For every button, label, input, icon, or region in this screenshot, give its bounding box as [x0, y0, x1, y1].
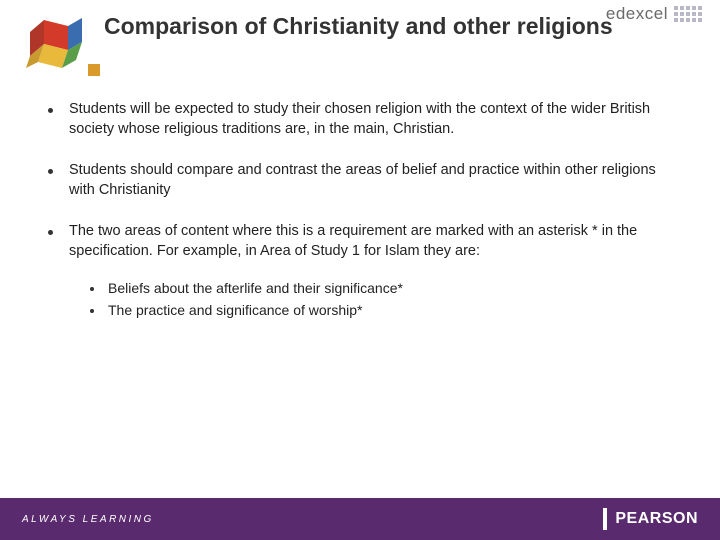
footer-bar: ALWAYS LEARNING PEARSON: [0, 498, 720, 540]
cube-logo-icon: [24, 12, 86, 74]
bullet-item: Students should compare and contrast the…: [48, 161, 672, 200]
bullet-text: Students should compare and contrast the…: [69, 161, 672, 200]
bullet-item: Students will be expected to study their…: [48, 100, 672, 139]
title-block: Comparison of Christianity and other rel…: [104, 12, 696, 41]
slide: edexcel Comparison of Christianity and o…: [0, 0, 720, 540]
page-title: Comparison of Christianity and other rel…: [104, 12, 696, 41]
bullet-dot-icon: [48, 169, 53, 174]
pearson-bar-icon: [603, 508, 607, 530]
bullet-text: The two areas of content where this is a…: [69, 222, 672, 261]
sub-bullet-item: The practice and significance of worship…: [90, 301, 672, 320]
sub-bullet-list: Beliefs about the afterlife and their si…: [90, 279, 672, 320]
accent-square-icon: [88, 64, 100, 76]
bullet-item: The two areas of content where this is a…: [48, 222, 672, 261]
bullet-dot-icon: [48, 230, 53, 235]
header: Comparison of Christianity and other rel…: [0, 0, 720, 82]
pearson-logo-text: PEARSON: [615, 510, 698, 528]
bullet-dot-icon: [90, 309, 94, 313]
sub-bullet-item: Beliefs about the afterlife and their si…: [90, 279, 672, 298]
sub-bullet-text: Beliefs about the afterlife and their si…: [108, 279, 672, 298]
footer-tagline: ALWAYS LEARNING: [22, 514, 154, 525]
bullet-text: Students will be expected to study their…: [69, 100, 672, 139]
body-content: Students will be expected to study their…: [0, 82, 720, 320]
bullet-dot-icon: [48, 108, 53, 113]
sub-bullet-text: The practice and significance of worship…: [108, 301, 672, 320]
pearson-logo: PEARSON: [603, 508, 698, 530]
bullet-dot-icon: [90, 287, 94, 291]
footer-brand: PEARSON: [603, 508, 698, 530]
